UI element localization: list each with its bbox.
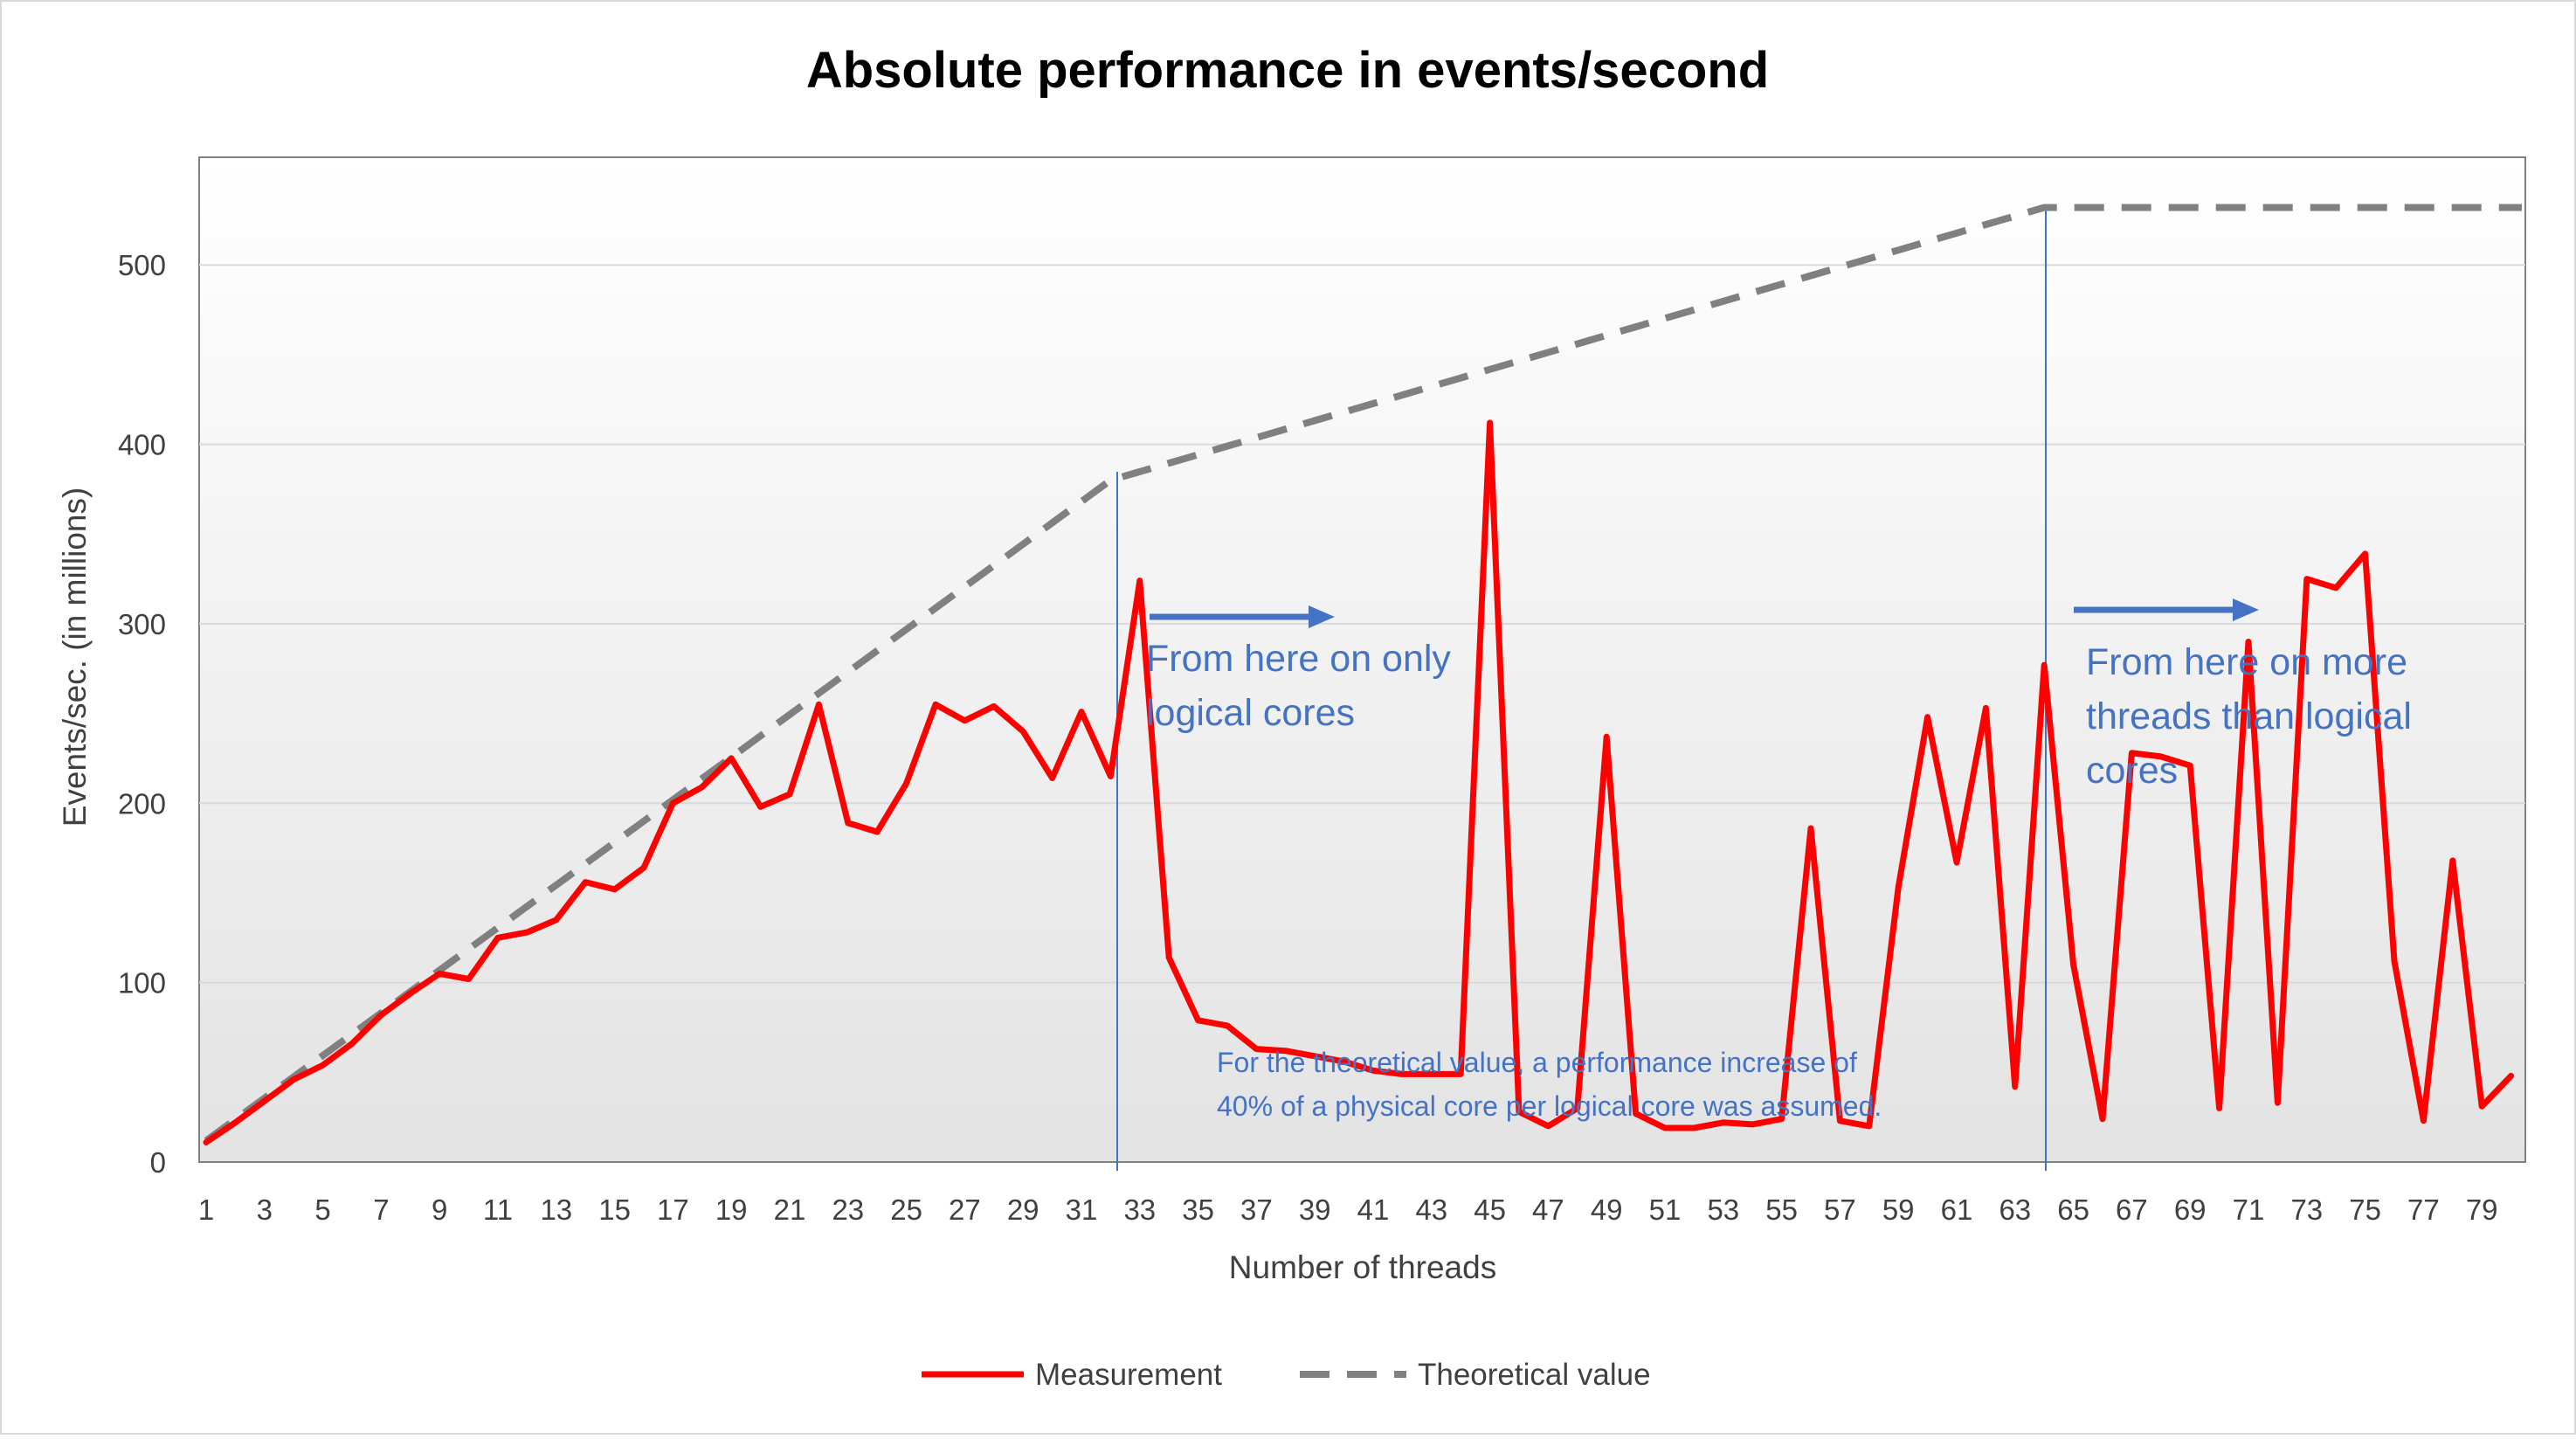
- series-line-measurement: [203, 419, 2515, 1145]
- annotation-more-threads-line: cores: [2086, 750, 2178, 792]
- y-tick-label: 500: [118, 249, 166, 281]
- x-tick-label: 27: [949, 1193, 981, 1226]
- x-tick-label: 77: [2407, 1193, 2440, 1226]
- x-tick-label: 45: [1474, 1193, 1506, 1226]
- x-tick-label: 13: [540, 1193, 572, 1226]
- x-tick-label: 41: [1357, 1193, 1390, 1226]
- arrow-head: [1309, 605, 1335, 628]
- y-tick-label: 400: [118, 429, 166, 461]
- x-tick-label: 33: [1123, 1193, 1156, 1226]
- x-tick-label: 69: [2174, 1193, 2207, 1226]
- x-tick-label: 43: [1415, 1193, 1447, 1226]
- y-axis-ticks: 0 100 200 300 400 500: [118, 249, 166, 1179]
- series-line-theoretical: [204, 204, 2522, 1144]
- x-tick-label: 21: [774, 1193, 806, 1226]
- x-tick-label: 5: [314, 1193, 330, 1226]
- annotation-logical-cores-line: logical cores: [1146, 692, 1355, 734]
- x-tick-label: 1: [198, 1193, 214, 1226]
- annotation-theoretical-note: For the theoretical value, a performance…: [1217, 1047, 1882, 1122]
- x-axis-ticks: 1 3 5 7 9 11 13 15 17 19 21 23 25 27 29 31 33 35 37 39 41 43 4…: [198, 1193, 2498, 1226]
- chart-title: Absolute performance in events/second: [806, 42, 1769, 99]
- x-tick-label: 63: [1999, 1193, 2031, 1226]
- x-tick-label: 31: [1066, 1193, 1098, 1226]
- y-tick-label: 200: [118, 787, 166, 820]
- x-tick-label: 9: [432, 1193, 447, 1226]
- x-tick-label: 19: [715, 1193, 748, 1226]
- x-tick-label: 79: [2466, 1193, 2498, 1226]
- x-tick-label: 37: [1240, 1193, 1273, 1226]
- x-tick-label: 47: [1532, 1193, 1564, 1226]
- x-tick-label: 11: [483, 1193, 513, 1226]
- y-tick-label: 100: [118, 967, 166, 1000]
- x-tick-label: 39: [1299, 1193, 1331, 1226]
- x-tick-label: 67: [2116, 1193, 2148, 1226]
- x-axis-label: Number of threads: [1229, 1249, 1496, 1285]
- x-tick-label: 65: [2057, 1193, 2089, 1226]
- x-tick-label: 35: [1182, 1193, 1214, 1226]
- gridlines: [199, 264, 2525, 984]
- x-tick-label: 51: [1649, 1193, 1682, 1226]
- x-tick-label: 3: [257, 1193, 273, 1226]
- annotation-more-threads-line: From here on more: [2086, 641, 2407, 683]
- legend-label-theoretical: Theoretical value: [1418, 1358, 1651, 1392]
- annotation-logical-cores-line: From here on only: [1146, 638, 1451, 680]
- annotation-more-threads: From here on more threads than logical cor…: [2086, 641, 2412, 792]
- arrow-more-threads: [2074, 598, 2259, 621]
- arrow-head: [2233, 598, 2259, 621]
- x-tick-label: 15: [598, 1193, 631, 1226]
- annotation-theoretical-note-line: 40% of a physical core per logical core …: [1217, 1090, 1882, 1122]
- annotation-more-threads-line: threads than logical: [2086, 695, 2412, 737]
- x-tick-label: 61: [1941, 1193, 1973, 1226]
- x-tick-label: 57: [1824, 1193, 1856, 1226]
- x-tick-label: 29: [1007, 1193, 1039, 1226]
- legend: Measurement Theoretical value: [922, 1358, 1651, 1392]
- x-tick-label: 55: [1765, 1193, 1798, 1226]
- x-tick-label: 59: [1882, 1193, 1915, 1226]
- plot-area: [198, 156, 2526, 1163]
- x-tick-label: 75: [2349, 1193, 2381, 1226]
- x-tick-label: 49: [1591, 1193, 1623, 1226]
- arrow-logical-cores: [1150, 605, 1335, 628]
- x-tick-label: 53: [1707, 1193, 1739, 1226]
- x-tick-label: 17: [657, 1193, 689, 1226]
- x-tick-label: 71: [2233, 1193, 2265, 1226]
- y-axis-label: Events/sec. (in millions): [57, 488, 93, 827]
- y-tick-label: 300: [118, 608, 166, 640]
- annotation-logical-cores: From here on only logical cores: [1146, 638, 1451, 734]
- annotation-theoretical-note-line: For the theoretical value, a performance…: [1217, 1047, 1857, 1078]
- y-tick-label: 0: [150, 1146, 166, 1179]
- series-layer: [203, 204, 2522, 1145]
- x-tick-label: 25: [890, 1193, 922, 1226]
- legend-label-measurement: Measurement: [1035, 1358, 1222, 1392]
- x-tick-label: 7: [373, 1193, 389, 1226]
- x-tick-label: 23: [832, 1193, 864, 1226]
- x-tick-label: 73: [2290, 1193, 2323, 1226]
